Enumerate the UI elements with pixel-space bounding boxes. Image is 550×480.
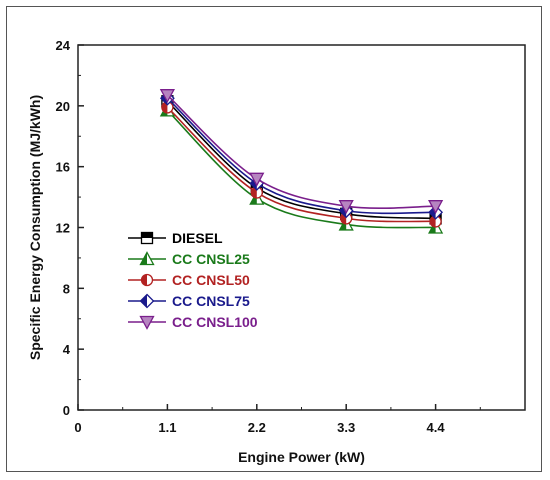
legend-label: CC CNSL50 bbox=[172, 272, 250, 288]
data-point-cc-cnsl50 bbox=[250, 186, 263, 199]
legend-marker bbox=[139, 251, 155, 266]
legend-item-cc-cnsl75: CC CNSL75 bbox=[128, 293, 250, 309]
legend-label: CC CNSL100 bbox=[172, 314, 258, 330]
y-tick-label: 8 bbox=[63, 281, 70, 296]
data-point-cc-cnsl100 bbox=[249, 172, 265, 187]
x-axis-label: Engine Power (kW) bbox=[238, 449, 365, 465]
data-point-cc-cnsl100 bbox=[159, 89, 175, 104]
legend-label: DIESEL bbox=[172, 230, 223, 246]
x-tick-label: 4.4 bbox=[427, 420, 446, 435]
legend-marker bbox=[140, 231, 154, 245]
legend-item-diesel: DIESEL bbox=[128, 230, 223, 246]
y-tick-label: 16 bbox=[56, 160, 70, 175]
legend-item-cc-cnsl25: CC CNSL25 bbox=[128, 251, 250, 267]
y-tick-label: 12 bbox=[56, 221, 70, 236]
legend-label: CC CNSL75 bbox=[172, 293, 250, 309]
legend: DIESEL CC CNSL25 CC CNSL50 CC CNSL75 CC CNSL… bbox=[128, 230, 258, 330]
series-line-cc-cnsl25 bbox=[166, 109, 436, 229]
legend-marker bbox=[140, 273, 154, 287]
legend-marker bbox=[139, 315, 155, 330]
plot-area: 0 4 8 12 16 20 24 0 1.1 2.2 3.3 4.4 bbox=[56, 38, 526, 435]
legend-item-cc-cnsl50: CC CNSL50 bbox=[128, 272, 250, 288]
axes-box bbox=[77, 44, 526, 411]
series-line-cc-cnsl75 bbox=[166, 97, 436, 215]
series-line-cc-cnsl100 bbox=[166, 94, 436, 210]
y-axis-label: Specific Energy Consumption (MJ/kWh) bbox=[27, 95, 43, 360]
data-point-cc-cnsl50 bbox=[161, 101, 174, 114]
y-tick-label: 20 bbox=[56, 99, 70, 114]
legend-marker bbox=[139, 293, 155, 309]
x-tick-label: 1.1 bbox=[158, 420, 176, 435]
legend-label: CC CNSL25 bbox=[172, 251, 250, 267]
y-tick-label: 4 bbox=[63, 342, 71, 357]
y-tick-label: 24 bbox=[56, 38, 71, 53]
series-line-diesel bbox=[166, 100, 436, 220]
data-point-cc-cnsl50 bbox=[429, 215, 442, 228]
y-tick-label: 0 bbox=[63, 403, 70, 418]
figure-frame bbox=[6, 6, 542, 472]
x-tick-label: 3.3 bbox=[337, 420, 355, 435]
legend-item-cc-cnsl100: CC CNSL100 bbox=[128, 314, 258, 330]
data-point-cc-cnsl100 bbox=[338, 200, 354, 215]
series-line-cc-cnsl50 bbox=[166, 106, 436, 223]
x-tick-label: 0 bbox=[74, 420, 81, 435]
x-tick-label: 2.2 bbox=[248, 420, 266, 435]
data-point-cc-cnsl100 bbox=[428, 200, 444, 215]
